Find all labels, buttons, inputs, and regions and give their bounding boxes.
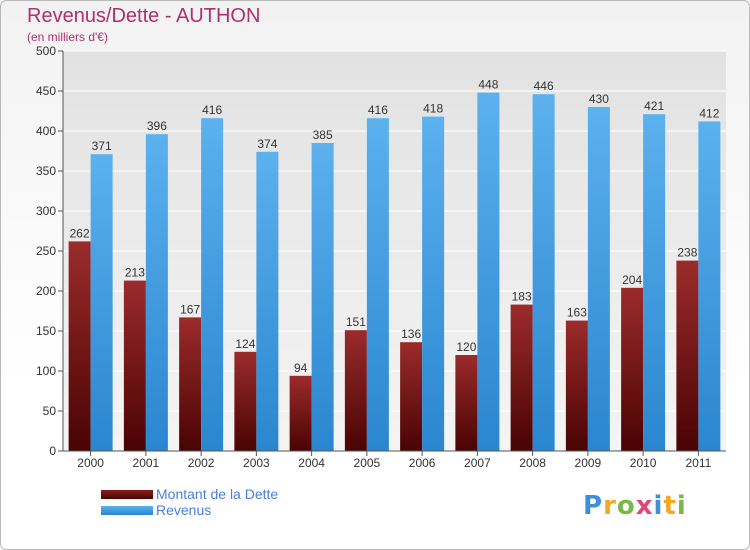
bar-dette xyxy=(400,342,423,451)
data-label: 416 xyxy=(368,103,388,117)
data-label: 448 xyxy=(478,78,498,92)
y-tick-label: 50 xyxy=(43,404,57,418)
y-tick-label: 150 xyxy=(36,324,56,338)
bar-dette xyxy=(510,304,533,451)
bar-revenus xyxy=(145,134,168,451)
bar-revenus xyxy=(422,116,445,451)
bar-revenus xyxy=(201,118,224,451)
x-tick-label: 2010 xyxy=(630,456,657,470)
data-label: 416 xyxy=(202,103,222,117)
x-tick-label: 2001 xyxy=(133,456,160,470)
bar-revenus xyxy=(477,92,500,451)
x-tick-label: 2007 xyxy=(464,456,491,470)
bar-dette xyxy=(289,375,312,451)
y-axis: 0 50 100 150 200 250 300 350 400 450 500 xyxy=(36,44,64,458)
x-tick-label: 2002 xyxy=(188,456,215,470)
data-label: 412 xyxy=(699,106,719,120)
x-tick-label: 2006 xyxy=(409,456,436,470)
bar-revenus xyxy=(532,94,555,451)
y-tick-label: 100 xyxy=(36,364,56,378)
bar-revenus xyxy=(587,107,610,451)
data-label: 136 xyxy=(401,327,421,341)
chart-subtitle: (en milliers d'€) xyxy=(27,30,108,44)
bar-dette xyxy=(68,241,91,451)
data-label: 446 xyxy=(534,79,554,93)
x-tick-label: 2009 xyxy=(575,456,602,470)
gridlines xyxy=(63,50,726,452)
legend-label-dette: Montant de la Dette xyxy=(156,486,279,502)
y-tick-label: 200 xyxy=(36,284,56,298)
x-tick-label: 2000 xyxy=(77,456,104,470)
legend-swatch-revenus xyxy=(101,506,153,515)
bar-revenus xyxy=(643,114,666,451)
x-tick-label: 2004 xyxy=(298,456,325,470)
bar-revenus xyxy=(698,121,721,452)
data-label: 204 xyxy=(622,273,642,287)
legend-swatch-dette xyxy=(101,490,153,499)
chart-title: Revenus/Dette - AUTHON xyxy=(27,5,261,27)
data-label: 213 xyxy=(125,266,145,280)
data-label: 238 xyxy=(677,246,697,260)
x-axis: 2000 2001 2002 2003 2004 2005 2006 2007 2008 2009… xyxy=(63,450,726,470)
bar-revenus xyxy=(366,118,389,451)
y-tick-label: 450 xyxy=(36,84,56,98)
data-label: 151 xyxy=(346,315,366,329)
bar-dette xyxy=(344,330,367,451)
legend-label-revenus: Revenus xyxy=(156,502,212,518)
data-label: 183 xyxy=(512,290,532,304)
y-tick-label: 400 xyxy=(36,124,56,138)
bar-dette xyxy=(565,320,588,451)
proxiti-logo: Proxiti xyxy=(583,491,687,521)
bar-dette xyxy=(676,260,699,451)
bar-dette xyxy=(621,287,644,451)
data-label: 371 xyxy=(92,139,112,153)
bar-dette xyxy=(234,351,257,451)
bar-revenus xyxy=(256,151,279,452)
y-tick-label: 300 xyxy=(36,204,56,218)
x-tick-label: 2003 xyxy=(243,456,270,470)
x-tick-label: 2005 xyxy=(354,456,381,470)
y-tick-label: 500 xyxy=(36,44,56,58)
y-tick-label: 250 xyxy=(36,244,56,258)
data-label: 120 xyxy=(456,340,476,354)
data-label: 94 xyxy=(294,361,308,375)
data-label: 396 xyxy=(147,119,167,133)
data-label: 418 xyxy=(423,102,443,116)
bar-dette xyxy=(179,317,202,451)
data-label: 421 xyxy=(644,99,664,113)
x-tick-label: 2011 xyxy=(685,456,711,470)
bars: 262 371 213 396 167 416 124 374 94 385 151 416 136 41… xyxy=(68,78,721,452)
data-label: 374 xyxy=(257,137,277,151)
bar-dette xyxy=(123,280,146,451)
data-label: 163 xyxy=(567,306,587,320)
data-label: 430 xyxy=(589,92,609,106)
data-label: 385 xyxy=(313,128,333,142)
bar-revenus xyxy=(90,154,113,451)
data-label: 262 xyxy=(70,226,90,240)
y-tick-label: 350 xyxy=(36,164,56,178)
data-label: 124 xyxy=(235,337,255,351)
x-tick-label: 2008 xyxy=(519,456,546,470)
bar-revenus xyxy=(311,143,334,451)
y-tick-label: 0 xyxy=(49,444,56,458)
bar-dette xyxy=(455,355,478,451)
data-label: 167 xyxy=(180,302,200,316)
